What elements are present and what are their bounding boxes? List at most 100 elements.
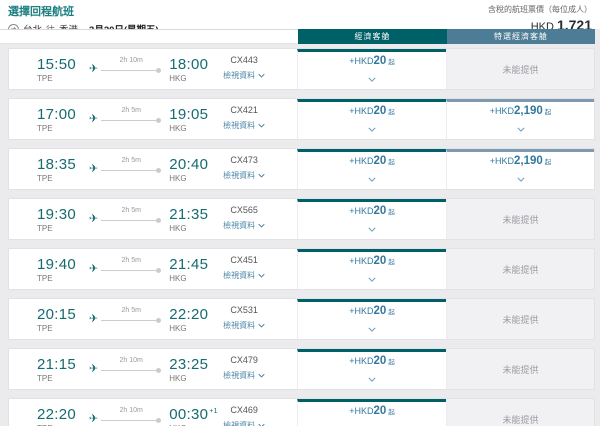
economy-fare-cell[interactable]: +HKD20 起: [297, 299, 446, 339]
departure: 15:50 TPE: [37, 56, 83, 83]
view-details-link[interactable]: 檢視資料: [223, 270, 265, 281]
route-line: [101, 320, 158, 321]
flight-duration: 2h 10m: [119, 357, 143, 364]
premium-economy-fare-cell[interactable]: +HKD2,190 起: [446, 149, 594, 189]
economy-fare-cell[interactable]: +HKD20 起: [297, 349, 446, 389]
header-left: 選擇回程航班 ➜ 台北 往 香港 3月20日(星期五): [8, 3, 159, 36]
flight-number: CX565: [230, 205, 258, 215]
fare-price: +HKD2,190 起: [489, 154, 552, 167]
chevron-down-icon: [516, 177, 525, 182]
view-details-link[interactable]: 檢視資料: [223, 170, 265, 181]
flight-meta: CX421 檢視資料: [215, 105, 273, 133]
departure-time: 15:50: [37, 55, 77, 73]
economy-fare-cell[interactable]: +HKD20 起: [297, 149, 446, 189]
arrival: 19:05 HKG: [169, 106, 215, 133]
flight-info: 20:15 TPE ✈ 2h 5m 22:20 HKG CX531 檢視資料: [9, 299, 297, 339]
chevron-down-icon: [368, 77, 376, 82]
flight-row: 17:00 TPE ✈ 2h 5m 19:05 HKG CX421 檢視資料: [8, 98, 595, 140]
arrival-time: 18:00: [169, 55, 209, 73]
economy-fare-cell[interactable]: +HKD20 起: [297, 399, 446, 426]
flight-meta: CX565 檢視資料: [215, 205, 273, 233]
arrival-time: 22:20: [169, 305, 209, 323]
route-graphic: ✈ 2h 5m: [89, 157, 162, 175]
arrival-airport: HKG: [169, 173, 187, 183]
flight-meta: CX473 檢視資料: [215, 155, 273, 183]
arrival-time: 20:40: [169, 155, 209, 173]
chevron-down-icon: [368, 377, 376, 382]
departure-time: 18:35: [37, 155, 77, 173]
chevron-down-icon: [368, 227, 376, 232]
premium-economy-fare-cell: 未能提供: [446, 399, 594, 426]
departure-airport: TPE: [37, 123, 53, 133]
flight-duration: 2h 5m: [121, 157, 141, 164]
flight-number: CX469: [230, 405, 258, 415]
premium-economy-fare-cell[interactable]: +HKD2,190 起: [446, 99, 594, 139]
economy-fare-cell[interactable]: +HKD20 起: [297, 99, 446, 139]
header-spacer: [0, 29, 298, 44]
departure-time: 19:30: [37, 205, 77, 223]
departure: 18:35 TPE: [37, 156, 83, 183]
flight-duration: 2h 10m: [119, 407, 143, 414]
arrival-airport: HKG: [169, 273, 187, 283]
chevron-down-icon: [258, 123, 265, 128]
flight-info: 15:50 TPE ✈ 2h 10m 18:00 HKG CX443 檢視資料: [9, 49, 297, 89]
column-header-premium: 特選經濟客艙: [447, 29, 595, 44]
flight-info: 22:20 TPE ✈ 2h 10m 00:30+1 HKG CX469 檢視資…: [9, 399, 297, 426]
plane-icon: ✈: [89, 312, 99, 325]
chevron-down-icon: [516, 127, 525, 132]
chevron-down-icon: [258, 223, 265, 228]
flight-duration: 2h 5m: [121, 207, 141, 214]
route-graphic: ✈ 2h 5m: [89, 107, 162, 125]
route-graphic: ✈ 2h 10m: [89, 57, 162, 75]
chevron-down-icon: [258, 323, 265, 328]
flight-info: 18:35 TPE ✈ 2h 5m 20:40 HKG CX473 檢視資料: [9, 149, 297, 189]
view-details-link[interactable]: 檢視資料: [223, 220, 265, 231]
flight-duration: 2h 5m: [121, 257, 141, 264]
arrival: 21:45 HKG: [169, 256, 215, 283]
arrival-dot-icon: [156, 118, 162, 123]
plane-icon: ✈: [89, 262, 99, 275]
arrival-airport: HKG: [169, 73, 187, 83]
economy-fare-cell[interactable]: +HKD20 起: [297, 249, 446, 289]
fare-price: +HKD20 起: [349, 154, 395, 167]
route-graphic: ✈ 2h 5m: [89, 207, 162, 225]
fare-price: +HKD20 起: [349, 104, 395, 117]
departure: 22:20 TPE: [37, 406, 83, 426]
view-details-link[interactable]: 檢視資料: [223, 70, 265, 81]
fare-price: +HKD20 起: [349, 404, 395, 417]
economy-fare-cell[interactable]: +HKD20 起: [297, 49, 446, 89]
view-details-link[interactable]: 檢視資料: [223, 320, 265, 331]
flight-row: 20:15 TPE ✈ 2h 5m 22:20 HKG CX531 檢視資料: [8, 298, 595, 340]
route-graphic: ✈ 2h 5m: [89, 257, 162, 275]
flight-row: 15:50 TPE ✈ 2h 10m 18:00 HKG CX443 檢視資料: [8, 48, 595, 90]
departure-time: 19:40: [37, 255, 77, 273]
arrival-time: 19:05: [169, 105, 209, 123]
view-details-link[interactable]: 檢視資料: [223, 120, 265, 131]
arrival-airport: HKG: [169, 424, 215, 426]
route-line: [101, 420, 158, 421]
flight-info: 21:15 TPE ✈ 2h 10m 23:25 HKG CX479 檢視資料: [9, 349, 297, 389]
departure: 17:00 TPE: [37, 106, 83, 133]
arrival-time: 21:35: [169, 205, 209, 223]
arrival-airport: HKG: [169, 323, 187, 333]
chevron-down-icon: [368, 177, 376, 182]
plane-icon: ✈: [89, 212, 99, 225]
plane-icon: ✈: [89, 162, 99, 175]
arrival-dot-icon: [156, 418, 162, 423]
view-details-link[interactable]: 檢視資料: [223, 370, 265, 381]
view-details-link[interactable]: 檢視資料: [223, 420, 265, 426]
departure-airport: TPE: [37, 323, 53, 333]
fare-price: +HKD20 起: [349, 204, 395, 217]
route-line: [101, 370, 158, 371]
plane-icon: ✈: [89, 62, 99, 75]
chevron-down-icon: [258, 373, 265, 378]
flight-number: CX443: [230, 55, 258, 65]
economy-fare-cell[interactable]: +HKD20 起: [297, 199, 446, 239]
departure-time: 20:15: [37, 305, 77, 323]
departure-time: 22:20: [37, 405, 77, 423]
flight-meta: CX531 檢視資料: [215, 305, 273, 333]
flight-table: 經濟客艙 特選經濟客艙 15:50 TPE ✈ 2h 10m 18:00 HKG: [0, 29, 600, 426]
arrival-dot-icon: [156, 268, 162, 273]
plane-icon: ✈: [89, 112, 99, 125]
departure-airport: TPE: [37, 373, 53, 383]
